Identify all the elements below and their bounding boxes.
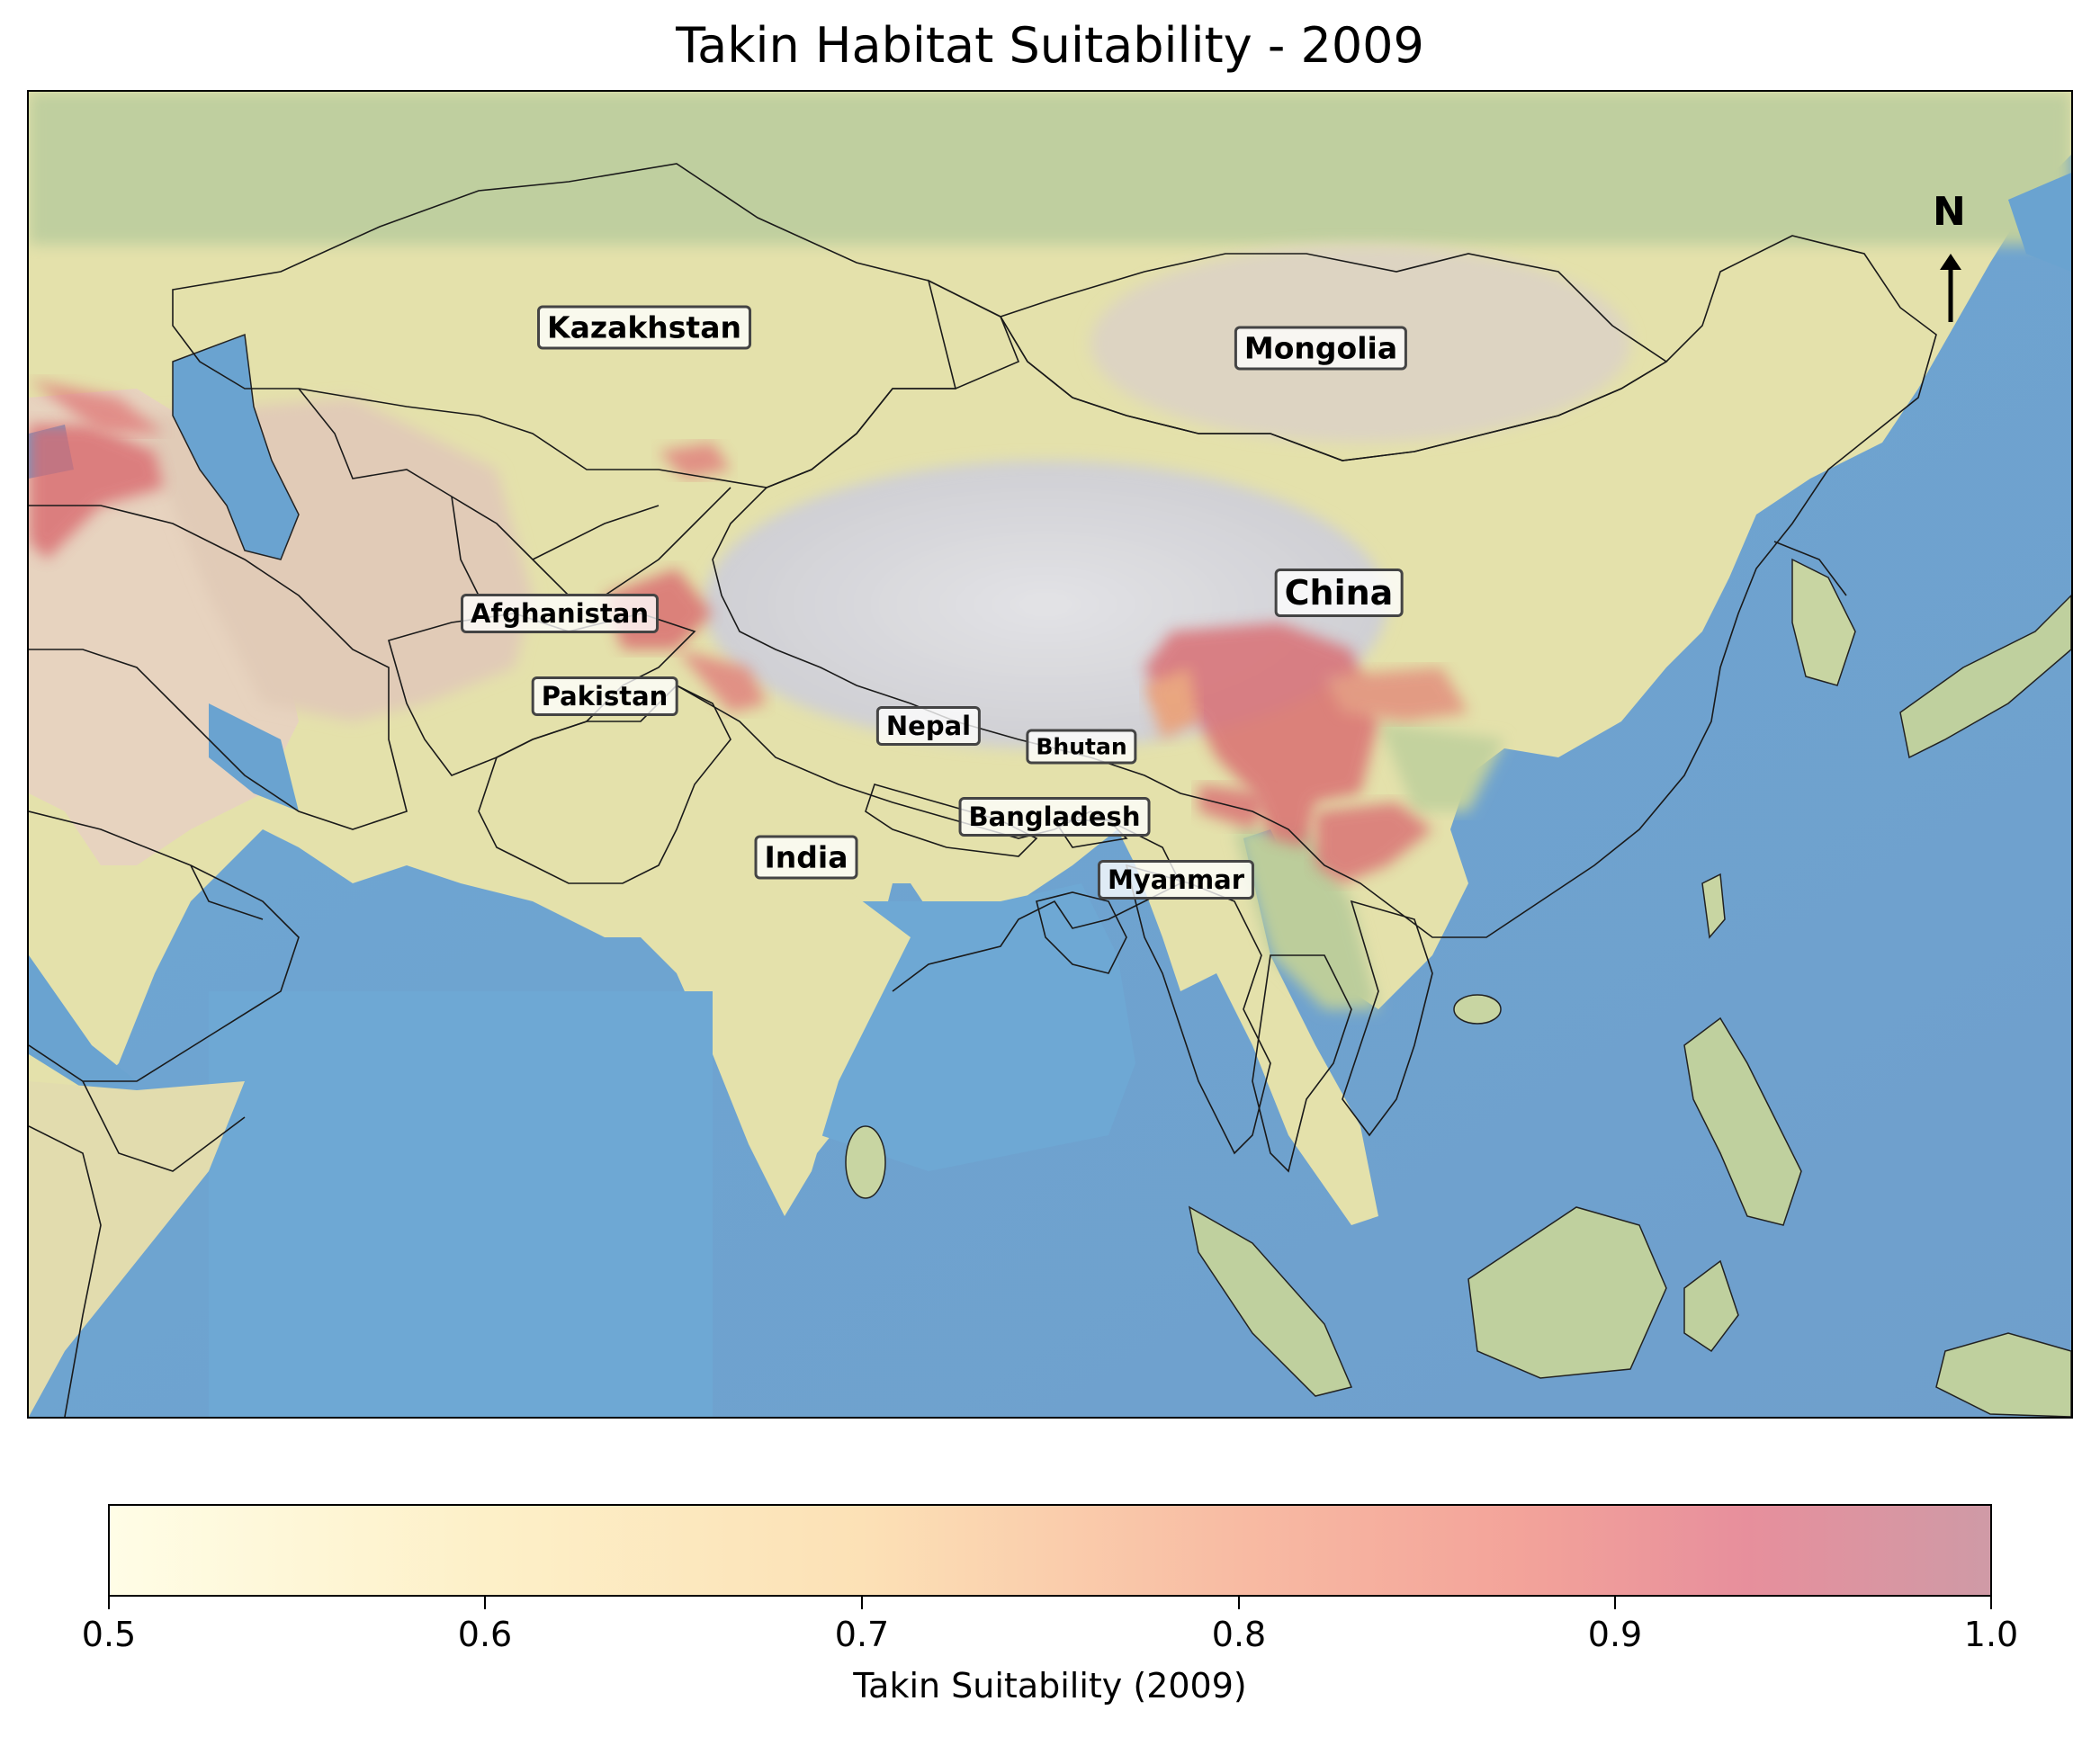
- hainan: [1453, 994, 1502, 1025]
- colorbar-tick: [1238, 1597, 1240, 1609]
- se-asia-green: [1234, 829, 1378, 1009]
- myanmar-border: [1125, 864, 1271, 1155]
- india-peninsula: [605, 865, 911, 1216]
- label-kazakhstan: Kazakhstan: [537, 305, 751, 350]
- country-borders: [29, 163, 1937, 1417]
- label-pakistan: Pakistan: [531, 676, 678, 716]
- vietnam-border: [1342, 900, 1433, 1137]
- north-arrow: [1940, 254, 1961, 322]
- suitability-kashmir: [677, 649, 767, 712]
- korea-border: [1773, 541, 1847, 596]
- taiwan: [1701, 873, 1726, 939]
- iran-border: [29, 505, 408, 830]
- suitability-tianshan: [659, 443, 731, 479]
- new-guinea: [1935, 1332, 2071, 1417]
- far-east-sea: [2008, 173, 2071, 272]
- central-asia-borders: [298, 388, 731, 596]
- japan: [1899, 594, 2071, 759]
- suitability-yunnan: [1315, 802, 1432, 883]
- persian-gulf: [209, 703, 299, 811]
- label-china: China: [1274, 569, 1404, 617]
- label-india: India: [754, 835, 858, 880]
- colorbar-tick: [861, 1597, 863, 1609]
- africa-border: [29, 1125, 102, 1417]
- label-bhutan: Bhutan: [1026, 729, 1137, 765]
- colorbar-tick: [1990, 1597, 1992, 1609]
- arabia-borders: [29, 810, 300, 1172]
- caspian-sea: [172, 333, 300, 560]
- label-mongolia: Mongolia: [1234, 326, 1408, 371]
- map-panel[interactable]: N Kazakhstan Mongolia China Afghanistan …: [27, 90, 2073, 1419]
- basemap: [29, 92, 2071, 1417]
- suitability-sichuan: [1144, 622, 1378, 847]
- label-bangladesh: Bangladesh: [958, 797, 1151, 837]
- label-myanmar: Myanmar: [1097, 860, 1255, 900]
- philippines: [1683, 1016, 1802, 1226]
- thailand-border: [1252, 954, 1352, 1173]
- siberia: [29, 92, 2071, 245]
- north-arrow-label: N: [1933, 189, 1966, 235]
- pakistan-border: [478, 685, 731, 884]
- colorbar-label: Takin Suitability (2009): [853, 1666, 1247, 1706]
- arabian-sea: [209, 991, 713, 1417]
- map-title: Takin Habitat Suitability - 2009: [676, 17, 1424, 74]
- colorbar-tick: [108, 1597, 110, 1609]
- south-china-green: [1378, 721, 1504, 811]
- sri-lanka: [845, 1125, 886, 1199]
- suitability-qinling: [1324, 667, 1468, 721]
- colorbar-tick-label: 0.8: [1211, 1615, 1267, 1654]
- india-border: [676, 685, 1182, 992]
- korea: [1791, 558, 1856, 686]
- suitability-caucasus-east: [29, 380, 164, 434]
- colorbar-tick-label: 0.7: [834, 1615, 890, 1654]
- borneo: [1467, 1206, 1667, 1379]
- colorbar-tick-label: 0.5: [81, 1615, 137, 1654]
- label-afghanistan: Afghanistan: [461, 594, 659, 633]
- sulawesi: [1683, 1259, 1739, 1353]
- colorbar-tick: [484, 1597, 486, 1609]
- suitability-west-edge: [1144, 667, 1198, 739]
- horn-of-africa: [29, 1081, 245, 1417]
- suitability-caucasus: [29, 425, 164, 560]
- nepal-border: [865, 783, 1038, 857]
- colorbar: [108, 1504, 1992, 1597]
- sumatra: [1188, 1205, 1353, 1397]
- colorbar-tick-label: 1.0: [1963, 1615, 2019, 1654]
- colorbar-tick: [1614, 1597, 1616, 1609]
- china-border: [712, 235, 1937, 938]
- colorbar-tick-label: 0.6: [457, 1615, 513, 1654]
- label-nepal: Nepal: [875, 706, 982, 746]
- bangladesh-border: [1036, 891, 1127, 974]
- colorbar-tick-label: 0.9: [1587, 1615, 1643, 1654]
